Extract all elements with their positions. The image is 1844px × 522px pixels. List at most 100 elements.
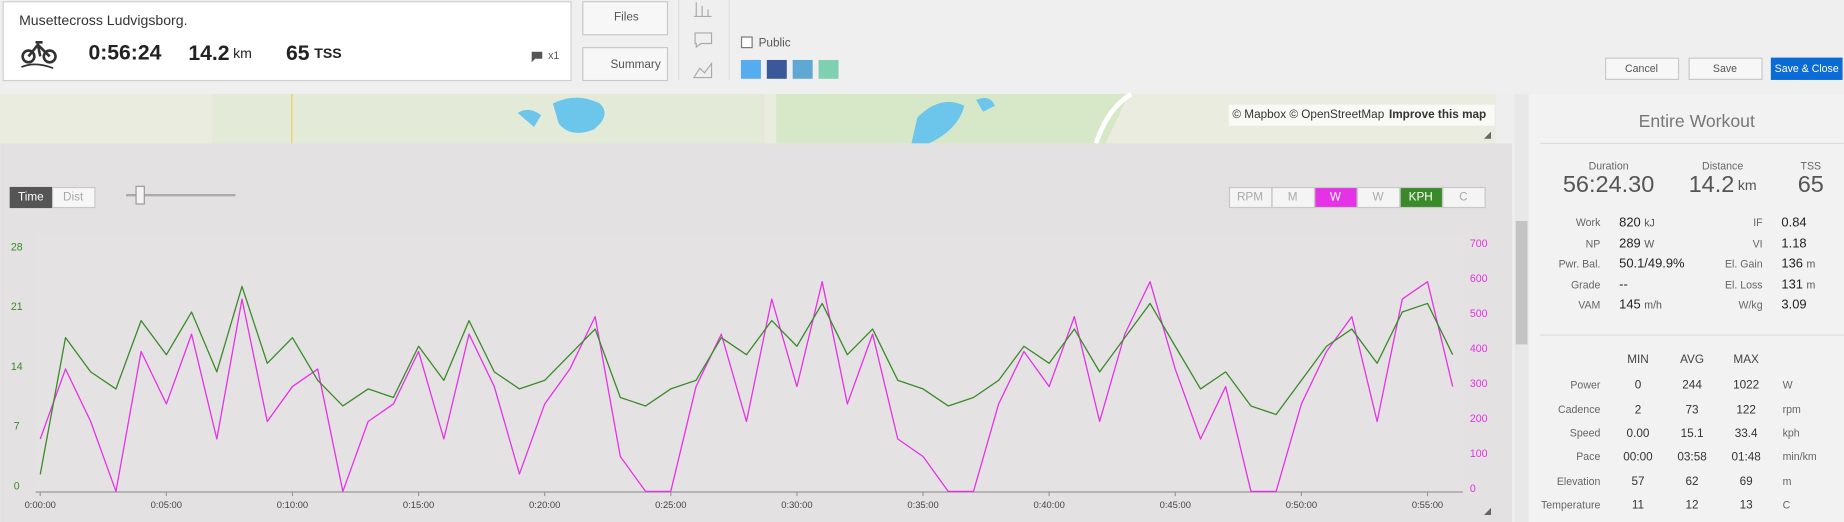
save-close-label: Save & Close bbox=[1775, 63, 1839, 75]
y-tick-label: 21 bbox=[11, 301, 23, 313]
time-label: Time bbox=[18, 191, 44, 204]
side-panel bbox=[1528, 94, 1844, 522]
stat-label: VI bbox=[1753, 238, 1763, 250]
x-tick-label: 0:35:00 bbox=[907, 499, 938, 510]
time-button[interactable] bbox=[9, 186, 53, 209]
stat-value-text: 50.1/49.9% bbox=[1619, 256, 1685, 271]
panel-title: Entire Workout bbox=[1639, 111, 1755, 131]
files-button[interactable] bbox=[582, 1, 669, 36]
channel-toggle-label: W bbox=[1372, 191, 1384, 204]
table-cell: 57 bbox=[1631, 475, 1644, 488]
stat-label: Work bbox=[1576, 217, 1601, 229]
tss-unit: TSS bbox=[314, 45, 341, 61]
table-unit: W bbox=[1783, 379, 1793, 391]
summary-value: 14.2 km bbox=[1689, 171, 1757, 197]
cancel-label: Cancel bbox=[1625, 63, 1658, 75]
x-tick-label: 0:10:00 bbox=[277, 499, 308, 510]
channel-toggle-label: W bbox=[1330, 191, 1342, 204]
twitter-share[interactable] bbox=[740, 59, 761, 79]
dist-label: Dist bbox=[63, 191, 84, 204]
table-cell: 2 bbox=[1635, 403, 1642, 416]
table-row-label: Pace bbox=[1576, 451, 1600, 463]
stat-value-text: 820 bbox=[1619, 215, 1641, 230]
stat-value-text: 145 bbox=[1619, 297, 1641, 312]
public-checkbox[interactable] bbox=[740, 36, 753, 49]
table-cell: 00:00 bbox=[1623, 450, 1653, 463]
x-tick-label: 0:20:00 bbox=[529, 499, 560, 510]
summary-value-text: 14.2 bbox=[1689, 171, 1735, 197]
improve-map-link[interactable]: Improve this map bbox=[1389, 108, 1486, 121]
chart: 0:00:00 0:05:00 0:10:00 0:15:00 0:20:00 0:25:… bbox=[11, 235, 1488, 510]
distance: 14.2 km bbox=[188, 42, 252, 65]
y-tick-label: 7 bbox=[14, 421, 20, 433]
table-unit: kph bbox=[1783, 428, 1800, 440]
summary-label: Distance bbox=[1702, 161, 1743, 173]
table-cell: 0.00 bbox=[1627, 427, 1650, 440]
save-button[interactable] bbox=[1688, 57, 1763, 80]
stat-value-text: 136 bbox=[1781, 256, 1803, 271]
table-unit: m bbox=[1783, 476, 1792, 488]
link-share[interactable] bbox=[792, 59, 813, 79]
distance-unit: km bbox=[233, 45, 252, 61]
table-unit: rpm bbox=[1783, 404, 1801, 416]
summary-button[interactable] bbox=[582, 47, 669, 82]
stat-value-text: 131 bbox=[1781, 277, 1803, 292]
stat-value: 145 m/h bbox=[1619, 297, 1662, 312]
facebook-share[interactable] bbox=[766, 59, 787, 79]
stat-label: NP bbox=[1586, 238, 1601, 250]
zoom-slider-handle[interactable] bbox=[135, 185, 145, 205]
stat-value: 289 W bbox=[1619, 236, 1654, 251]
save-close-button[interactable] bbox=[1770, 57, 1843, 80]
tss-value: 65 bbox=[286, 42, 310, 65]
distance-value: 14.2 bbox=[188, 42, 229, 65]
cancel-button[interactable] bbox=[1605, 57, 1680, 80]
comment-icon[interactable] bbox=[531, 51, 543, 63]
channel-toggle-label: RPM bbox=[1237, 191, 1263, 204]
table-header: MIN bbox=[1627, 353, 1649, 366]
channel-toggles: RPM M W W KPH C bbox=[1228, 186, 1486, 209]
stat-label: VAM bbox=[1578, 299, 1600, 311]
table-row-label: Temperature bbox=[1541, 499, 1601, 511]
map-features bbox=[211, 92, 1133, 145]
x-tick-label: 0:15:00 bbox=[403, 499, 434, 510]
table-cell: 33.4 bbox=[1735, 427, 1758, 440]
workout-title: Musettecross Ludvigsborg. bbox=[19, 12, 187, 28]
channel-toggle[interactable] bbox=[1442, 186, 1486, 209]
stat-value: 136 m bbox=[1781, 256, 1815, 271]
stat-value: 50.1/49.9% bbox=[1619, 256, 1685, 271]
y2-tick-label: 100 bbox=[1470, 448, 1488, 460]
x-tick-label: 0:50:00 bbox=[1286, 499, 1317, 510]
stat-unit: m/h bbox=[1644, 299, 1662, 311]
public-label: Public bbox=[759, 37, 791, 50]
stat-label: El. Gain bbox=[1725, 258, 1763, 270]
files-label: Files bbox=[614, 11, 639, 24]
y2-tick-label: 200 bbox=[1470, 413, 1488, 425]
stat-value-text: -- bbox=[1619, 277, 1628, 292]
stat-unit: m bbox=[1807, 279, 1816, 291]
save-label: Save bbox=[1713, 63, 1737, 75]
table-row-label: Power bbox=[1570, 379, 1600, 391]
bike-icon bbox=[21, 41, 57, 70]
stat-label: El. Loss bbox=[1725, 279, 1763, 291]
dist-button[interactable] bbox=[52, 186, 96, 209]
stat-value-text: 1.18 bbox=[1781, 236, 1806, 251]
table-row-label: Speed bbox=[1570, 428, 1601, 440]
table-cell: 1022 bbox=[1733, 379, 1759, 392]
email-share[interactable] bbox=[818, 59, 839, 79]
x-tick-label: 0:45:00 bbox=[1160, 499, 1191, 510]
table-cell: 69 bbox=[1740, 475, 1753, 488]
x-tick-label: 0:00:00 bbox=[25, 499, 56, 510]
stat-unit: kJ bbox=[1644, 217, 1655, 229]
stat-unit: W bbox=[1644, 238, 1654, 250]
stat-label: Grade bbox=[1571, 279, 1601, 291]
y-tick-label: 28 bbox=[11, 241, 23, 253]
y-tick-label: 0 bbox=[14, 481, 20, 493]
stat-value: 820 kJ bbox=[1619, 215, 1655, 230]
view-icons[interactable] bbox=[692, 2, 713, 79]
x-tick-label: 0:30:00 bbox=[781, 499, 812, 510]
table-cell: 244 bbox=[1682, 379, 1702, 392]
x-tick-label: 0:25:00 bbox=[655, 499, 686, 510]
scrollbar-thumb[interactable] bbox=[1515, 221, 1528, 345]
